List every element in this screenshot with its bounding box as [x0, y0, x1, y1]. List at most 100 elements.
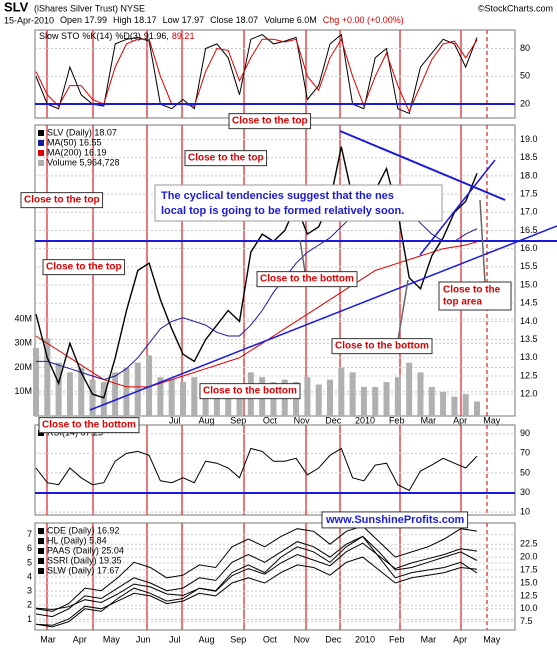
legend-swatch — [38, 130, 44, 136]
y-tick-label: 12.0 — [520, 389, 538, 399]
callout-text: local top is going to be formed relative… — [161, 205, 404, 217]
quote-item: Close 18.07 — [210, 15, 258, 25]
annotation-box — [228, 113, 312, 130]
annotation: Close to the top — [188, 153, 264, 164]
volume-bar — [360, 386, 367, 416]
legend: Slow STO %K(14) %D(3) 91.96, 89.21 — [39, 31, 194, 41]
x-tick-label: Dec — [325, 634, 342, 644]
legend-swatch — [38, 568, 44, 574]
quote: Open 17.99 High 18.17 Low 17.97 Close 18.07… — [60, 15, 404, 25]
x-tick-label: Mar — [40, 634, 56, 644]
volume-bar — [33, 348, 39, 416]
annotation-box — [331, 338, 433, 355]
legend-entry: %D(3) — [115, 31, 141, 41]
series-line — [35, 556, 478, 626]
legend-entry: PAAS (Daily) 25.04 — [47, 545, 124, 555]
y-tick-label: 13.0 — [520, 352, 538, 362]
legend-swatch — [38, 150, 44, 156]
volume-bar — [417, 372, 424, 416]
y-tick-label: 17.5 — [520, 188, 538, 198]
legend-value: 91.96, — [144, 31, 169, 41]
trend-line — [339, 130, 506, 201]
annotation-box — [20, 192, 104, 209]
y-tick-label: 3 — [27, 586, 32, 596]
annotation: Close to the top — [46, 262, 122, 273]
y-tick-label: 40M — [14, 313, 32, 323]
legend-entry: MA(50) 16.55 — [47, 137, 102, 147]
annotation-box — [199, 383, 301, 400]
y-tick-label: 4 — [27, 571, 32, 581]
volume-bar — [315, 384, 322, 416]
y-tick-label: 50 — [520, 467, 530, 477]
legend-entry: SLW (Daily) 17.67 — [47, 565, 119, 575]
legend-swatch — [38, 528, 44, 534]
series-line — [35, 241, 478, 388]
x-tick-label: Mar — [421, 634, 437, 644]
x-tick-label: Dec — [325, 415, 342, 425]
volume-bar — [440, 391, 447, 416]
annotation-box — [438, 281, 512, 311]
y-tick-label: 15.5 — [520, 261, 538, 271]
y-tick-label: 5 — [27, 557, 32, 567]
x-tick-label: 2010 — [355, 415, 375, 425]
volume-bar — [112, 372, 119, 416]
y-tick-label: 10.0 — [520, 603, 538, 613]
legend-entry: SSRI (Daily) 19.35 — [47, 555, 122, 565]
y-tick-label: 15.0 — [520, 577, 538, 587]
y-tick-label: 19.0 — [520, 134, 538, 144]
volume-bar — [146, 355, 153, 416]
x-tick-label: May — [483, 634, 501, 644]
volume-bar — [55, 362, 62, 416]
volume-bar — [394, 377, 401, 416]
annotation: Close to the top — [24, 195, 100, 206]
y-tick-label: 80 — [520, 43, 530, 53]
series-line — [35, 525, 478, 612]
volume-bar — [123, 367, 130, 416]
x-tick-label: Oct — [263, 415, 278, 425]
x-tick-label: Apr — [453, 415, 467, 425]
x-tick-label: Apr — [453, 634, 467, 644]
x-tick-label: Sep — [230, 634, 246, 644]
source: ©StockCharts.com — [478, 3, 553, 13]
legend-value: 89.21 — [172, 31, 195, 41]
x-tick-label: Jul — [169, 415, 181, 425]
volume-bar — [406, 362, 413, 416]
y-tick-label: 16.0 — [520, 243, 538, 253]
y-tick-label: 10M — [14, 386, 32, 396]
series-line — [35, 38, 478, 113]
quote-item: Low 17.97 — [163, 15, 205, 25]
y-tick-label: 90 — [520, 428, 530, 438]
series-line — [35, 535, 478, 618]
series-line — [35, 146, 478, 399]
pointer — [397, 279, 409, 341]
y-tick-label: 16.5 — [520, 225, 538, 235]
legend-swatch — [38, 548, 44, 554]
legend-swatch — [38, 160, 44, 166]
pointer — [299, 239, 306, 273]
legend-entry: Volume 5,964,728 — [47, 157, 120, 167]
y-tick-label: 2 — [27, 600, 32, 610]
legend-entry: MA(200) 16.19 — [47, 147, 107, 157]
series-line — [35, 33, 478, 115]
y-tick-label: 13.5 — [520, 334, 538, 344]
annotation-box — [321, 511, 469, 529]
y-tick-label: 20M — [14, 362, 32, 372]
annotation: Close to the bottom — [203, 386, 297, 397]
volume-bar — [78, 367, 85, 416]
annotation-box — [42, 259, 126, 276]
legend-swatch — [38, 538, 44, 544]
legend-label: Slow STO — [39, 31, 79, 41]
x-tick-label: Mar — [421, 415, 437, 425]
symbol: SLV — [4, 0, 29, 14]
y-tick-label: 7.5 — [520, 616, 533, 626]
y-tick-label: 7 — [27, 529, 32, 539]
volume-bar — [180, 382, 186, 416]
trend-line — [89, 225, 557, 411]
legend-entry: %K(14) — [82, 31, 112, 41]
y-tick-label: 14.0 — [520, 316, 538, 326]
panel-frame — [34, 424, 516, 516]
quote-item: Open 17.99 — [60, 15, 107, 25]
x-tick-label: May — [483, 415, 501, 425]
volume-bar — [66, 372, 73, 416]
